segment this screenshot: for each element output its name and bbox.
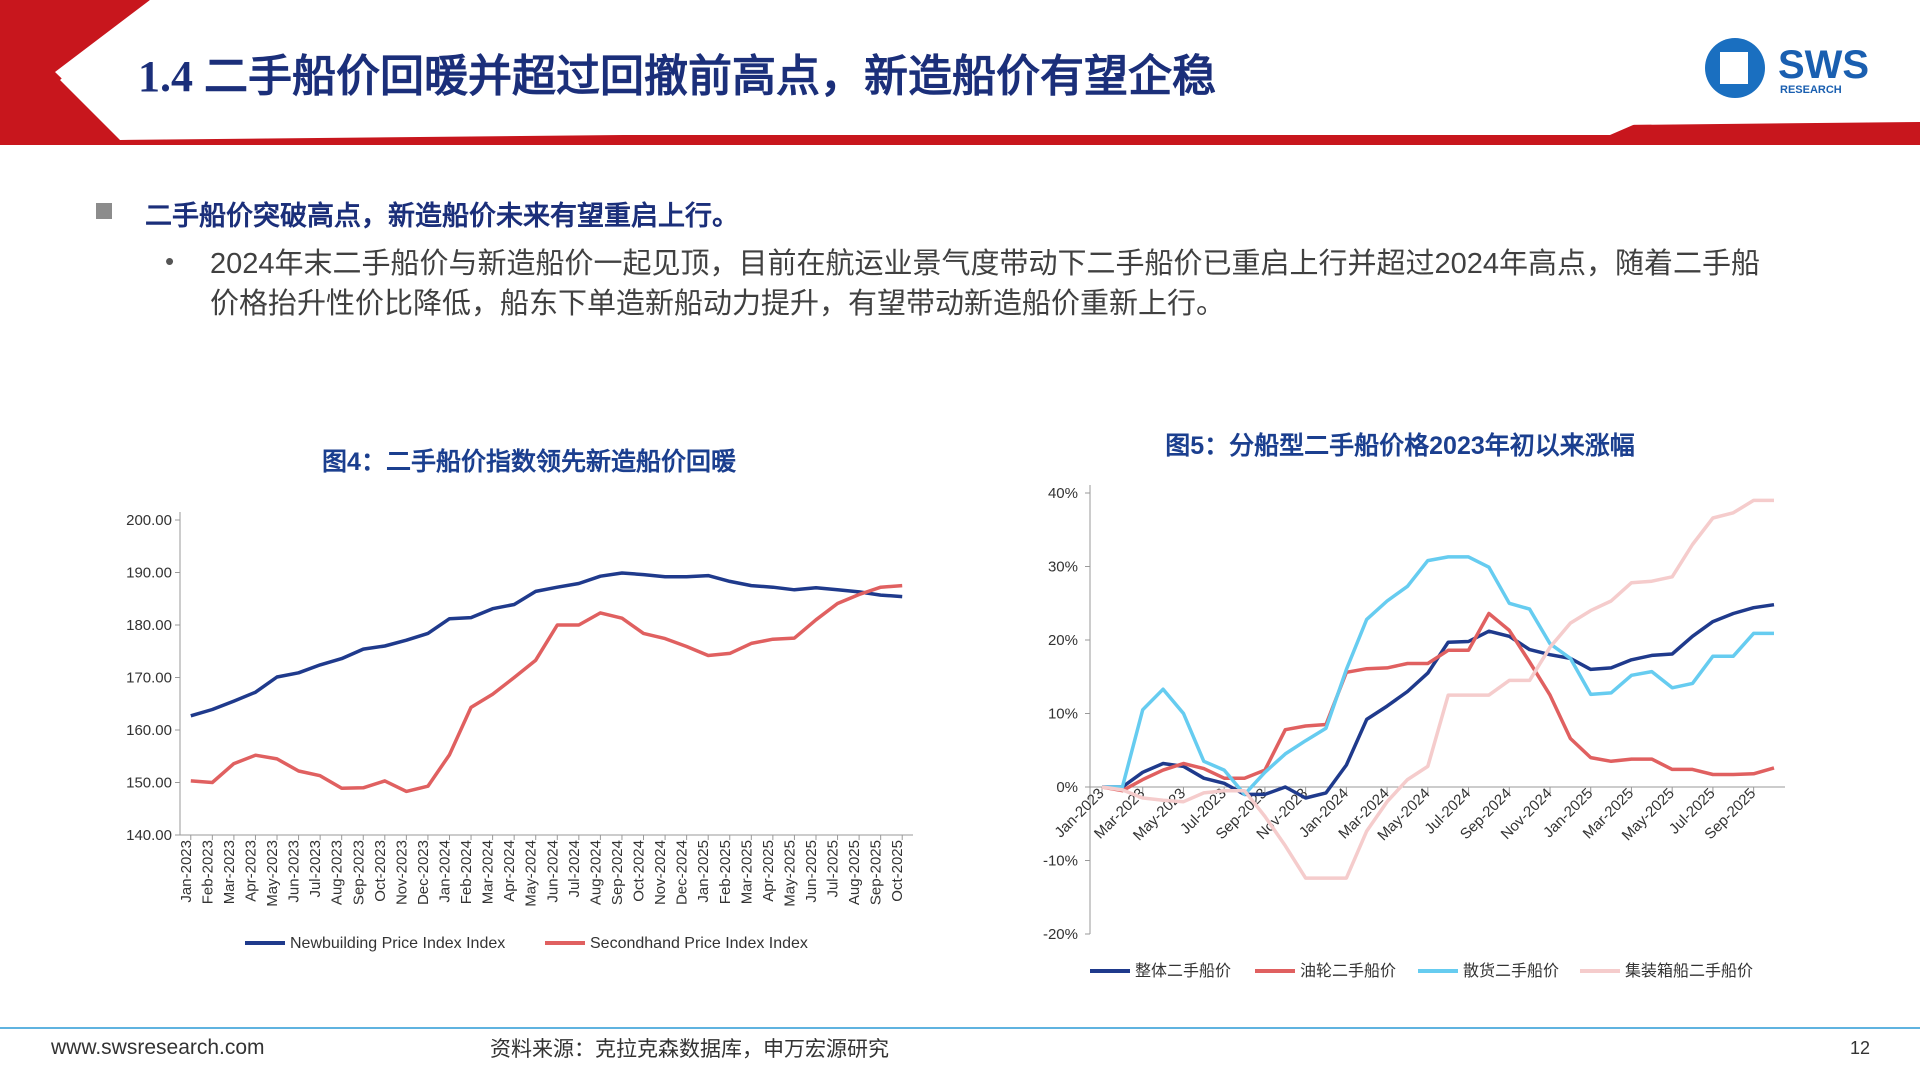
x-tick-label: Apr-2024: [501, 840, 518, 902]
x-tick-label: Oct-2025: [889, 840, 906, 902]
x-tick-label: Sep-2023: [350, 840, 367, 905]
bullet-square: [96, 203, 112, 219]
x-tick-label: Mar-2025: [738, 840, 755, 904]
y-tick-label: 140.00: [126, 827, 172, 844]
x-tick-label: Jul-2023: [307, 840, 324, 898]
x-tick-label: Jun-2024: [544, 840, 561, 903]
legend-label: 整体二手船价: [1135, 962, 1231, 980]
x-tick-label: May-2023: [264, 840, 281, 907]
x-tick-label: Apr-2023: [242, 840, 259, 902]
y-tick-label: 150.00: [126, 775, 172, 792]
x-tick-label: Jul-2025: [825, 840, 842, 898]
bullet-dot: •: [165, 246, 175, 276]
y-tick-label: 40%: [1048, 485, 1078, 502]
x-tick-label: Sep-2025: [868, 840, 885, 905]
x-tick-label: May-2024: [523, 840, 540, 907]
x-tick-label: Mar-2023: [221, 840, 238, 904]
legend-label: 散货二手船价: [1463, 962, 1559, 980]
y-tick-label: 0%: [1056, 779, 1078, 796]
page-number: 12: [1850, 1038, 1871, 1058]
header-band: [0, 0, 1920, 145]
y-tick-label: 10%: [1048, 706, 1078, 723]
chart-title: 图4：二手船价指数领先新造船价回暖: [322, 447, 737, 476]
series-line: [190, 571, 903, 718]
x-tick-label: Jan-2023: [178, 840, 195, 903]
website: www.swsresearch.com: [51, 1036, 265, 1059]
y-tick-label: 170.00: [126, 670, 172, 687]
series-line: [1101, 498, 1774, 880]
x-tick-label: Jun-2025: [803, 840, 820, 903]
x-tick-label: Jun-2023: [286, 840, 303, 903]
slide-title: 1.4 二手船价回暖并超过回撤前高点，新造船价有望企稳: [138, 52, 1216, 101]
series-line: [190, 583, 903, 794]
y-tick-label: -10%: [1043, 853, 1078, 870]
legend-label: 集装箱船二手船价: [1625, 962, 1753, 980]
y-tick-label: 180.00: [126, 617, 172, 634]
logo-mark-inner: [1720, 52, 1748, 84]
legend-label: Secondhand Price Index Index: [590, 935, 808, 952]
legend-label: Newbuilding Price Index Index: [290, 935, 505, 952]
y-tick-label: 160.00: [126, 722, 172, 739]
x-tick-label: Dec-2024: [674, 840, 691, 905]
x-tick-label: Feb-2023: [199, 840, 216, 904]
x-tick-label: Jan-2024: [436, 840, 453, 903]
x-tick-label: Aug-2025: [846, 840, 863, 905]
x-tick-label: May-2025: [781, 840, 798, 907]
y-tick-label: -20%: [1043, 926, 1078, 943]
logo-subtext: RESEARCH: [1780, 84, 1842, 96]
source: 资料来源：克拉克森数据库，申万宏源研究: [490, 1038, 889, 1061]
x-tick-label: Feb-2025: [717, 840, 734, 904]
x-tick-label: Jan-2025: [695, 840, 712, 903]
header-white: [55, 0, 1920, 135]
section-heading: 二手船价突破高点，新造船价未来有望重启上行。: [145, 201, 739, 231]
x-tick-label: Feb-2024: [458, 840, 475, 904]
x-tick-label: Apr-2025: [760, 840, 777, 902]
series-line: [1101, 611, 1775, 793]
x-tick-label: Aug-2024: [587, 840, 604, 905]
y-tick-label: 200.00: [126, 512, 172, 529]
x-tick-label: Sep-2024: [609, 840, 626, 905]
x-tick-label: Jul-2024: [566, 840, 583, 898]
y-tick-label: 30%: [1048, 559, 1078, 576]
y-tick-label: 190.00: [126, 565, 172, 582]
series-line: [1102, 555, 1774, 797]
x-tick-label: Oct-2023: [372, 840, 389, 902]
y-tick-label: 20%: [1048, 632, 1078, 649]
logo-text: SWS: [1778, 43, 1869, 87]
x-tick-label: Oct-2024: [631, 840, 648, 902]
x-tick-label: Mar-2024: [480, 840, 497, 904]
x-tick-label: Nov-2023: [393, 840, 410, 905]
legend-label: 油轮二手船价: [1300, 962, 1396, 980]
x-tick-label: Aug-2023: [329, 840, 346, 905]
x-tick-label: Dec-2023: [415, 840, 432, 905]
bullet-text: 2024年末二手船价与新造船价一起见顶，目前在航运业景气度带动下二手船价已重启上…: [210, 248, 1761, 320]
x-tick-label: Nov-2024: [652, 840, 669, 905]
chart-title: 图5：分船型二手船价格2023年初以来涨幅: [1165, 431, 1635, 460]
